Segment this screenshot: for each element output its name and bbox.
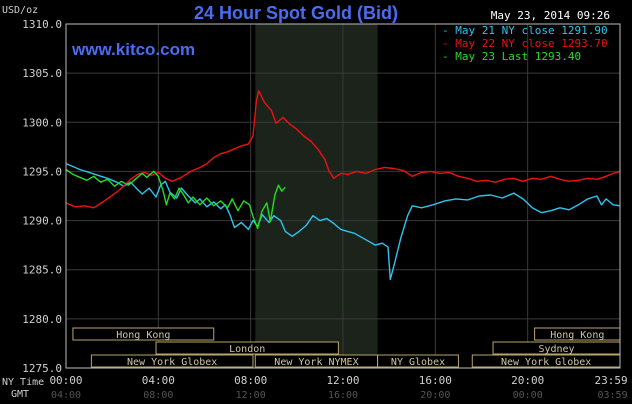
session-box [377, 354, 459, 368]
price-series [65, 90, 621, 281]
session-label: New York NYMEX [274, 357, 358, 368]
session-box [90, 354, 254, 368]
legend-entry-may21: - May 21 NY close 1291.90 [442, 24, 608, 37]
series-line-3 [65, 168, 286, 230]
legend-marker: - [442, 24, 455, 37]
gmt-tick: 03:59 [597, 390, 627, 401]
legend-entry-may23: - May 23 Last 1293.40 [442, 50, 581, 63]
y-tick-label: 1290.0 [22, 215, 62, 228]
session-box [72, 327, 215, 341]
legend-label: May 22 NY close 1293.70 [455, 37, 607, 50]
gmt-tick: 16:00 [328, 390, 358, 401]
gmt-tick: 08:00 [143, 390, 173, 401]
legend-marker: - [442, 37, 455, 50]
timestamp: May 23, 2014 09:26 [491, 9, 610, 22]
y-tick-label: 1300.0 [22, 116, 62, 129]
market-sessions: Hong Kong London New York Globex New York N… [72, 327, 621, 368]
session-label: New York Globex [501, 357, 591, 368]
session-label: New York Globex [127, 357, 217, 368]
gmt-tick: 20:00 [420, 390, 450, 401]
gmt-tick: 12:00 [236, 390, 266, 401]
session-label: Hong Kong [550, 330, 604, 341]
watermark: www.kitco.com [71, 40, 195, 59]
legend-label: May 21 NY close 1291.90 [455, 24, 607, 37]
gmt-label: GMT [11, 389, 29, 400]
legend-entry-may22: - May 22 NY close 1293.70 [442, 37, 608, 50]
legend-label: May 23 Last 1293.40 [455, 50, 581, 63]
y-tick-label: 1295.0 [22, 165, 62, 178]
ny-time-label: NY Time [2, 377, 44, 388]
series-line-1 [65, 162, 621, 281]
x-axis-ticks: 00:00 04:00 04:00 08:00 08:00 12:00 12:00 16:00… [49, 374, 627, 401]
session-label: NY Globex [391, 357, 445, 368]
gmt-tick: 04:00 [51, 390, 81, 401]
legend-marker: - [442, 50, 455, 63]
ny-time-tick: 23:59 [594, 374, 627, 387]
y-axis-ticks: 1275.0 1280.0 1285.0 1290.0 1295.0 1300.0 1305… [22, 18, 62, 375]
plot-frame [65, 23, 621, 369]
y-tick-label: 1305.0 [22, 67, 62, 80]
ny-time-tick: 00:00 [49, 374, 82, 387]
unit-label: USD/oz [2, 5, 38, 16]
gmt-tick: 00:00 [513, 390, 543, 401]
session-label: Hong Kong [116, 330, 170, 341]
legend: - May 21 NY close 1291.90 - May 22 NY cl… [442, 24, 608, 63]
chart-title: 24 Hour Spot Gold (Bid) [194, 3, 398, 23]
y-tick-label: 1275.0 [22, 362, 62, 375]
nymex-session-shading [255, 24, 378, 368]
ny-time-tick: 08:00 [234, 374, 267, 387]
series-line-2 [65, 90, 621, 209]
ny-time-tick: 20:00 [511, 374, 544, 387]
y-tick-label: 1310.0 [22, 18, 62, 31]
session-label: London [229, 344, 265, 355]
ny-time-tick: 12:00 [326, 374, 359, 387]
ny-time-tick: 16:00 [419, 374, 452, 387]
session-label: Sydney [538, 344, 574, 355]
y-tick-label: 1280.0 [22, 313, 62, 326]
ny-time-tick: 04:00 [142, 374, 175, 387]
session-box [155, 341, 339, 355]
y-tick-label: 1285.0 [22, 264, 62, 277]
